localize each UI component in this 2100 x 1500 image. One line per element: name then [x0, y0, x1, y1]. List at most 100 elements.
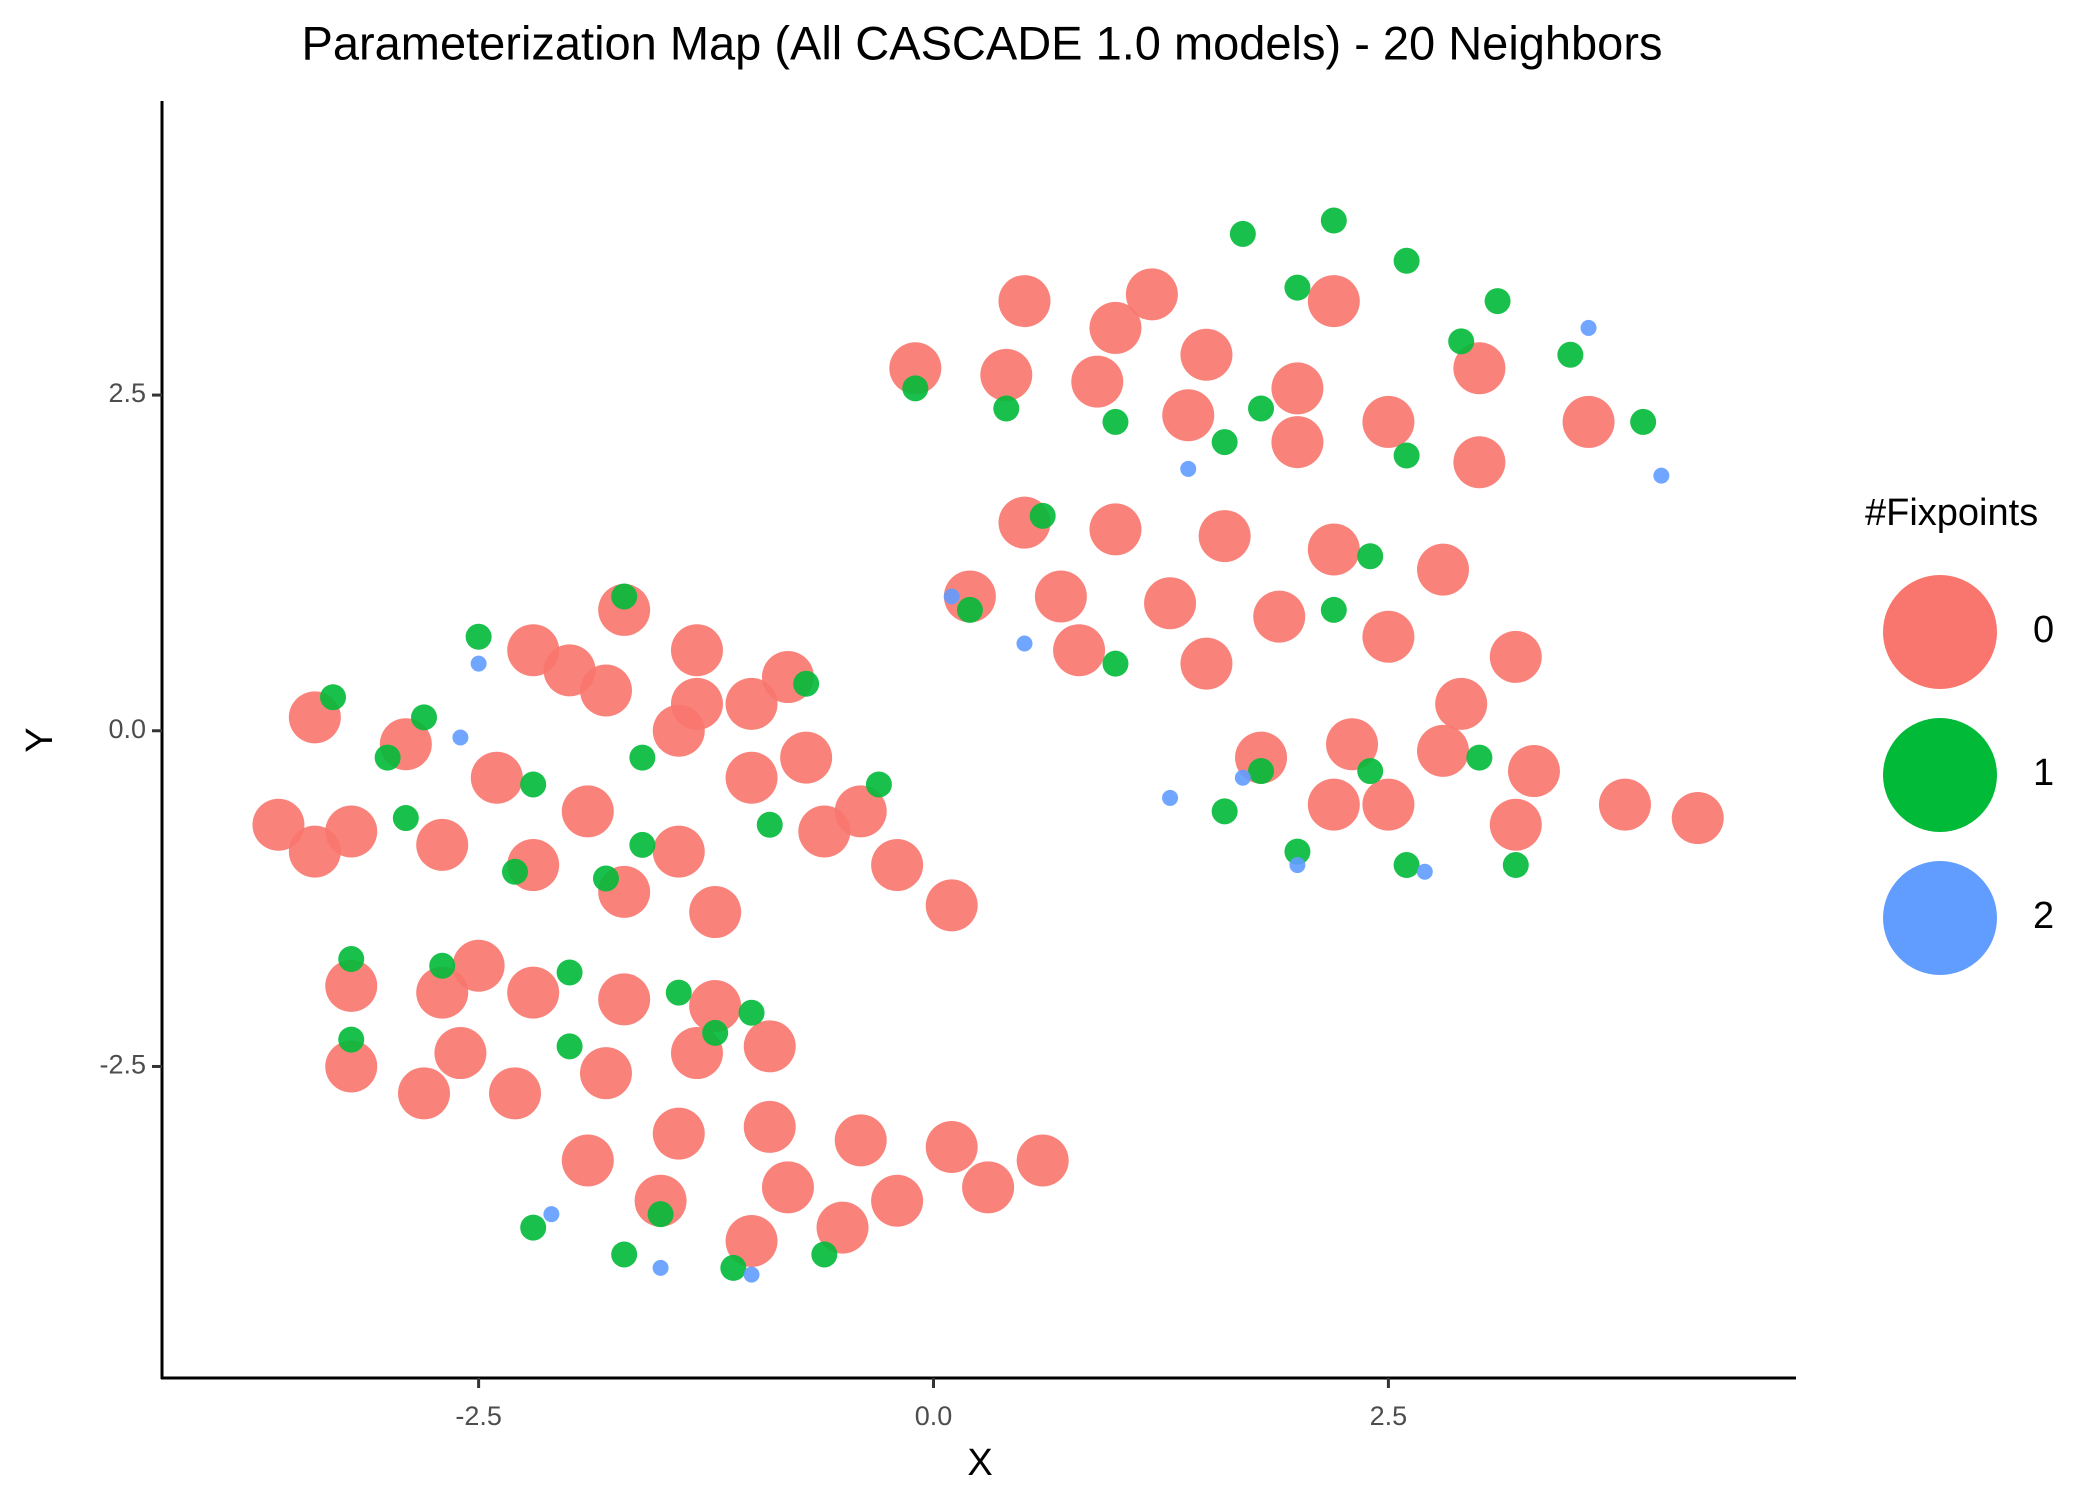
point	[1144, 577, 1197, 630]
point	[416, 818, 469, 871]
point	[1102, 408, 1129, 435]
point	[798, 805, 851, 858]
point	[392, 805, 419, 832]
point	[811, 1241, 838, 1268]
legend-label: 2	[2033, 895, 2054, 937]
point	[1416, 863, 1433, 880]
point	[1089, 503, 1142, 556]
point	[452, 939, 505, 992]
point	[743, 1100, 796, 1153]
point	[720, 1254, 747, 1281]
point	[756, 811, 783, 838]
legend-title: #Fixpoints	[1865, 492, 2038, 534]
point	[1630, 408, 1657, 435]
point	[725, 751, 778, 804]
point	[652, 704, 705, 757]
point	[1271, 362, 1324, 415]
point	[520, 771, 547, 798]
point	[1489, 798, 1542, 851]
point	[1162, 389, 1215, 442]
point	[1362, 395, 1415, 448]
point	[834, 1114, 887, 1167]
point	[470, 655, 487, 672]
legend-label: 1	[2033, 752, 2054, 794]
point	[452, 729, 469, 746]
x-tick-label: -2.5	[455, 1401, 502, 1431]
point	[1362, 610, 1415, 663]
point	[956, 596, 983, 623]
point	[652, 1259, 669, 1276]
point	[629, 744, 656, 771]
point	[652, 825, 705, 878]
point	[1326, 718, 1379, 771]
point	[502, 858, 529, 885]
point	[1393, 852, 1420, 879]
legend-swatch	[1883, 575, 1997, 689]
point	[1320, 596, 1347, 623]
point	[411, 704, 438, 731]
point	[1484, 288, 1511, 315]
point	[889, 342, 942, 395]
point	[1362, 778, 1415, 831]
point	[1016, 635, 1033, 652]
y-tick-label: 0.0	[108, 714, 146, 744]
point	[1180, 328, 1233, 381]
point	[743, 1020, 796, 1073]
point	[793, 670, 820, 697]
point	[1211, 429, 1238, 456]
point	[1357, 543, 1384, 570]
point	[702, 1019, 729, 1046]
point	[943, 588, 960, 605]
legend-label: 0	[2033, 609, 2054, 651]
point	[338, 1026, 365, 1053]
point	[1162, 789, 1179, 806]
point	[943, 570, 996, 623]
point	[1393, 247, 1420, 274]
point	[1307, 778, 1360, 831]
point	[1235, 731, 1288, 784]
point	[1393, 442, 1420, 469]
point	[998, 275, 1051, 328]
plot-area	[252, 207, 1724, 1283]
point	[1102, 650, 1129, 677]
point	[338, 946, 365, 973]
point	[288, 825, 341, 878]
point	[325, 959, 378, 1012]
point	[871, 839, 924, 892]
point	[993, 395, 1020, 422]
point	[1580, 319, 1597, 336]
point	[320, 684, 347, 711]
point	[561, 1134, 614, 1187]
point	[1435, 677, 1488, 730]
point	[980, 348, 1033, 401]
point	[1271, 416, 1324, 469]
point	[1557, 341, 1584, 368]
point	[1180, 637, 1233, 690]
point	[470, 751, 523, 804]
point	[434, 1027, 487, 1080]
point	[652, 1107, 705, 1160]
point	[871, 1174, 924, 1227]
point	[1507, 745, 1560, 798]
chart-title: Parameterization Map (All CASCADE 1.0 mo…	[302, 16, 1663, 69]
point	[579, 1047, 632, 1100]
point	[598, 973, 651, 1026]
point	[416, 966, 469, 1019]
point	[1502, 852, 1529, 879]
point	[561, 785, 614, 838]
point	[1053, 624, 1106, 677]
point	[543, 1206, 560, 1223]
point	[611, 1241, 638, 1268]
point	[665, 979, 692, 1006]
point	[325, 1040, 378, 1093]
point	[1453, 342, 1506, 395]
point	[489, 1067, 542, 1120]
point	[1016, 1134, 1069, 1187]
point	[1089, 301, 1142, 354]
point	[1357, 758, 1384, 785]
point	[507, 966, 560, 1019]
x-axis-label: X	[967, 1442, 992, 1484]
point	[556, 1033, 583, 1060]
point	[1234, 769, 1251, 786]
